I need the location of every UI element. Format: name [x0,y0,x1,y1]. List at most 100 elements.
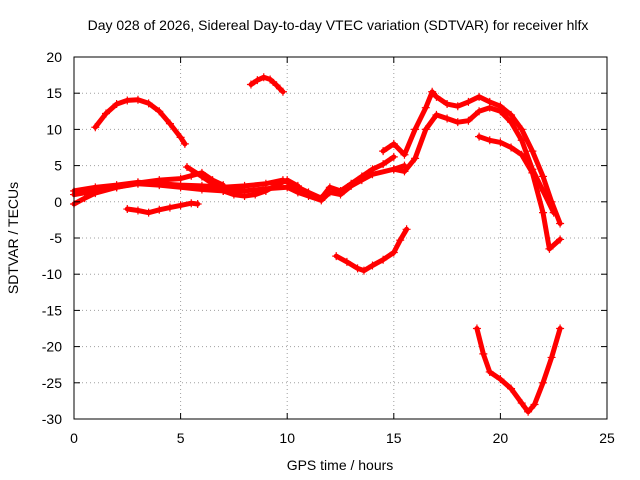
series-line [92,97,188,147]
data-point [443,114,452,123]
data-point [259,73,268,82]
y-tick-label: -5 [50,230,63,246]
data-point [496,138,505,147]
data-point [272,181,281,190]
data-point [517,125,526,134]
x-tick-label: 25 [599,430,615,446]
data-point [428,87,437,96]
data-point [180,139,189,148]
y-tick-label: 15 [46,85,62,101]
data-point [283,176,292,185]
series-layer [70,73,565,416]
series-arc-crossing [70,168,228,208]
y-tick-label: 20 [46,49,62,65]
data-point [165,203,174,212]
data-point [112,100,121,109]
data-point [347,181,356,190]
data-point [208,179,217,188]
y-tick-label: 5 [54,158,62,174]
data-point [485,367,494,376]
data-point [357,176,366,185]
data-point [432,92,441,101]
x-axis-ticks: 0 5 10 15 20 25 [70,57,615,446]
data-point [475,107,484,116]
y-tick-label: -30 [42,411,62,427]
data-point [133,95,142,104]
series-arc-late-descent [475,132,565,253]
data-point [240,192,249,201]
data-point [507,118,516,127]
data-point [182,163,191,172]
data-point [472,324,481,333]
data-point [246,80,255,89]
data-point [556,219,565,228]
data-point [325,188,334,197]
data-point [176,133,185,142]
data-point [187,199,196,208]
chart-title: Day 028 of 2026, Sidereal Day-to-day VTE… [88,17,589,33]
data-point [293,181,302,190]
data-point [421,103,430,112]
series-arc-rise-1 [379,87,565,228]
data-point [278,87,287,96]
data-point [539,172,548,181]
data-point [353,264,362,273]
data-point [524,407,533,416]
data-point [176,174,185,183]
data-point [368,170,377,179]
data-point [464,116,473,125]
plot-frame [73,56,608,420]
data-point [432,110,441,119]
grid [74,57,607,419]
data-point [144,208,153,217]
series-arc-evening-mid [182,163,302,201]
x-tick-label: 10 [279,430,295,446]
data-point [379,160,388,169]
data-point [283,183,292,192]
data-point [547,353,556,362]
data-point [528,147,537,156]
series-arc-rise-2 [389,103,558,217]
data-point [197,185,206,194]
data-point [485,103,494,112]
series-arc-short-peak [246,73,287,96]
y-tick-label: 10 [46,121,62,137]
data-point [91,189,100,198]
data-point [545,244,554,253]
data-point [402,225,411,234]
data-point [389,248,398,257]
data-point [272,81,281,90]
data-point [123,205,132,214]
data-point [368,261,377,270]
data-point [144,99,153,108]
x-axis-label: GPS time / hours [287,457,394,473]
data-point [187,171,196,180]
data-point [517,399,526,408]
y-tick-label: -15 [42,302,62,318]
data-point [80,194,89,203]
x-tick-label: 0 [70,430,78,446]
data-point [396,236,405,245]
data-point [464,97,473,106]
data-point [479,349,488,358]
series-arc-negative-afternoon [332,225,411,275]
data-point [219,186,228,195]
data-point [507,110,516,119]
data-point [549,208,558,217]
data-point [253,76,262,85]
x-tick-label: 20 [493,430,509,446]
data-point [389,152,398,161]
data-point [507,143,516,152]
series-line [380,89,563,226]
data-point [193,199,202,208]
data-point [539,208,548,217]
data-point [176,201,185,210]
series-line [391,105,557,216]
data-point [101,109,110,118]
y-tick-label: -20 [42,339,62,355]
data-point [266,75,275,84]
data-point [342,257,351,266]
series-arc-late-dip [472,324,565,416]
data-point [485,136,494,145]
